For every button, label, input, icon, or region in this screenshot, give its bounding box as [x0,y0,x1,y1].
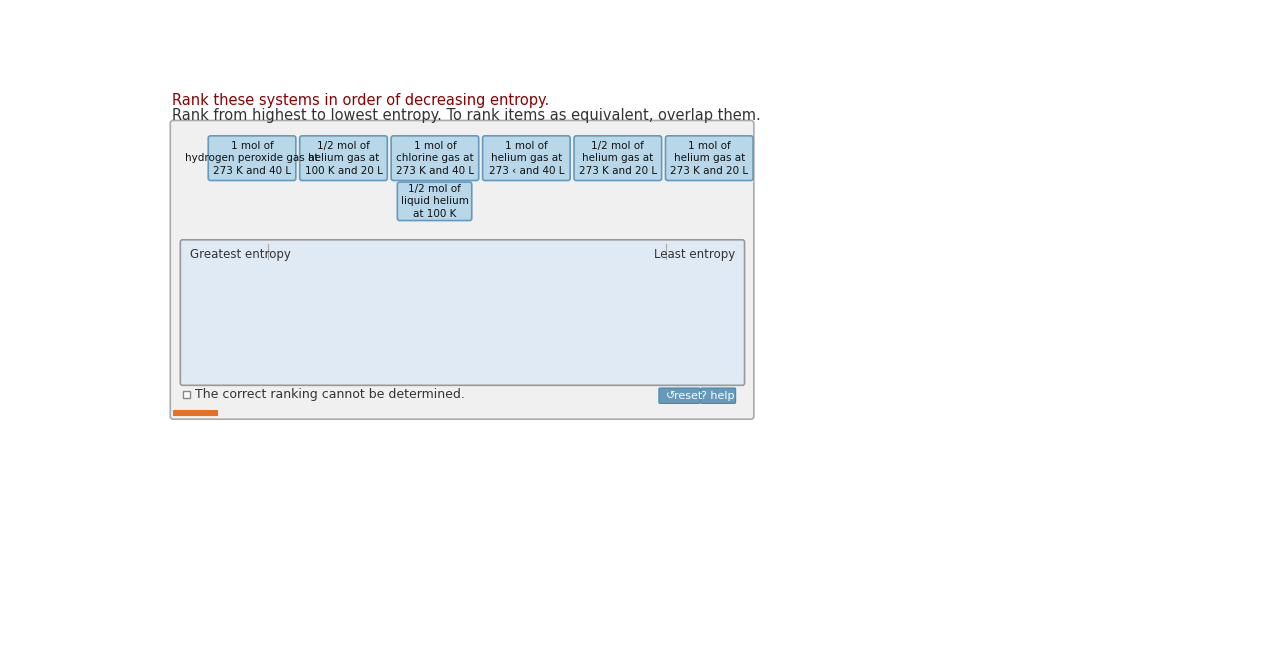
Text: 1/2 mol of
helium gas at
100 K and 20 L: 1/2 mol of helium gas at 100 K and 20 L [304,141,383,176]
FancyBboxPatch shape [181,240,745,385]
FancyBboxPatch shape [208,136,296,180]
Text: 1 mol of
helium gas at
273 K and 20 L: 1 mol of helium gas at 273 K and 20 L [671,141,749,176]
Text: reset: reset [674,391,702,401]
FancyBboxPatch shape [701,388,735,403]
Text: ? help: ? help [701,391,735,401]
Bar [183,391,191,399]
Bar [173,410,218,416]
Text: Rank from highest to lowest entropy. To rank items as equivalent, overlap them.: Rank from highest to lowest entropy. To … [172,108,760,123]
Text: 1 mol of
helium gas at
273 ‹ and 40 L: 1 mol of helium gas at 273 ‹ and 40 L [489,141,565,176]
Text: 1/2 mol of
helium gas at
273 K and 20 L: 1/2 mol of helium gas at 273 K and 20 L [578,141,657,176]
Text: Rank these systems in order of decreasing entropy.: Rank these systems in order of decreasin… [172,92,549,108]
FancyBboxPatch shape [299,136,388,180]
Text: 1 mol of
chlorine gas at
273 K and 40 L: 1 mol of chlorine gas at 273 K and 40 L [395,141,474,176]
FancyBboxPatch shape [482,136,570,180]
Text: 1/2 mol of
liquid helium
at 100 K: 1/2 mol of liquid helium at 100 K [400,184,469,218]
FancyBboxPatch shape [392,136,479,180]
Text: ↺: ↺ [666,391,674,401]
Text: The correct ranking cannot be determined.: The correct ranking cannot be determined… [195,388,465,401]
FancyBboxPatch shape [666,136,753,180]
FancyBboxPatch shape [171,121,754,419]
Text: Greatest entropy: Greatest entropy [189,249,290,261]
FancyBboxPatch shape [398,182,472,220]
Text: 1 mol of
hydrogen peroxide gas at
273 K and 40 L: 1 mol of hydrogen peroxide gas at 273 K … [186,141,318,176]
FancyBboxPatch shape [659,388,700,403]
Text: Least entropy: Least entropy [654,249,735,261]
FancyBboxPatch shape [575,136,662,180]
